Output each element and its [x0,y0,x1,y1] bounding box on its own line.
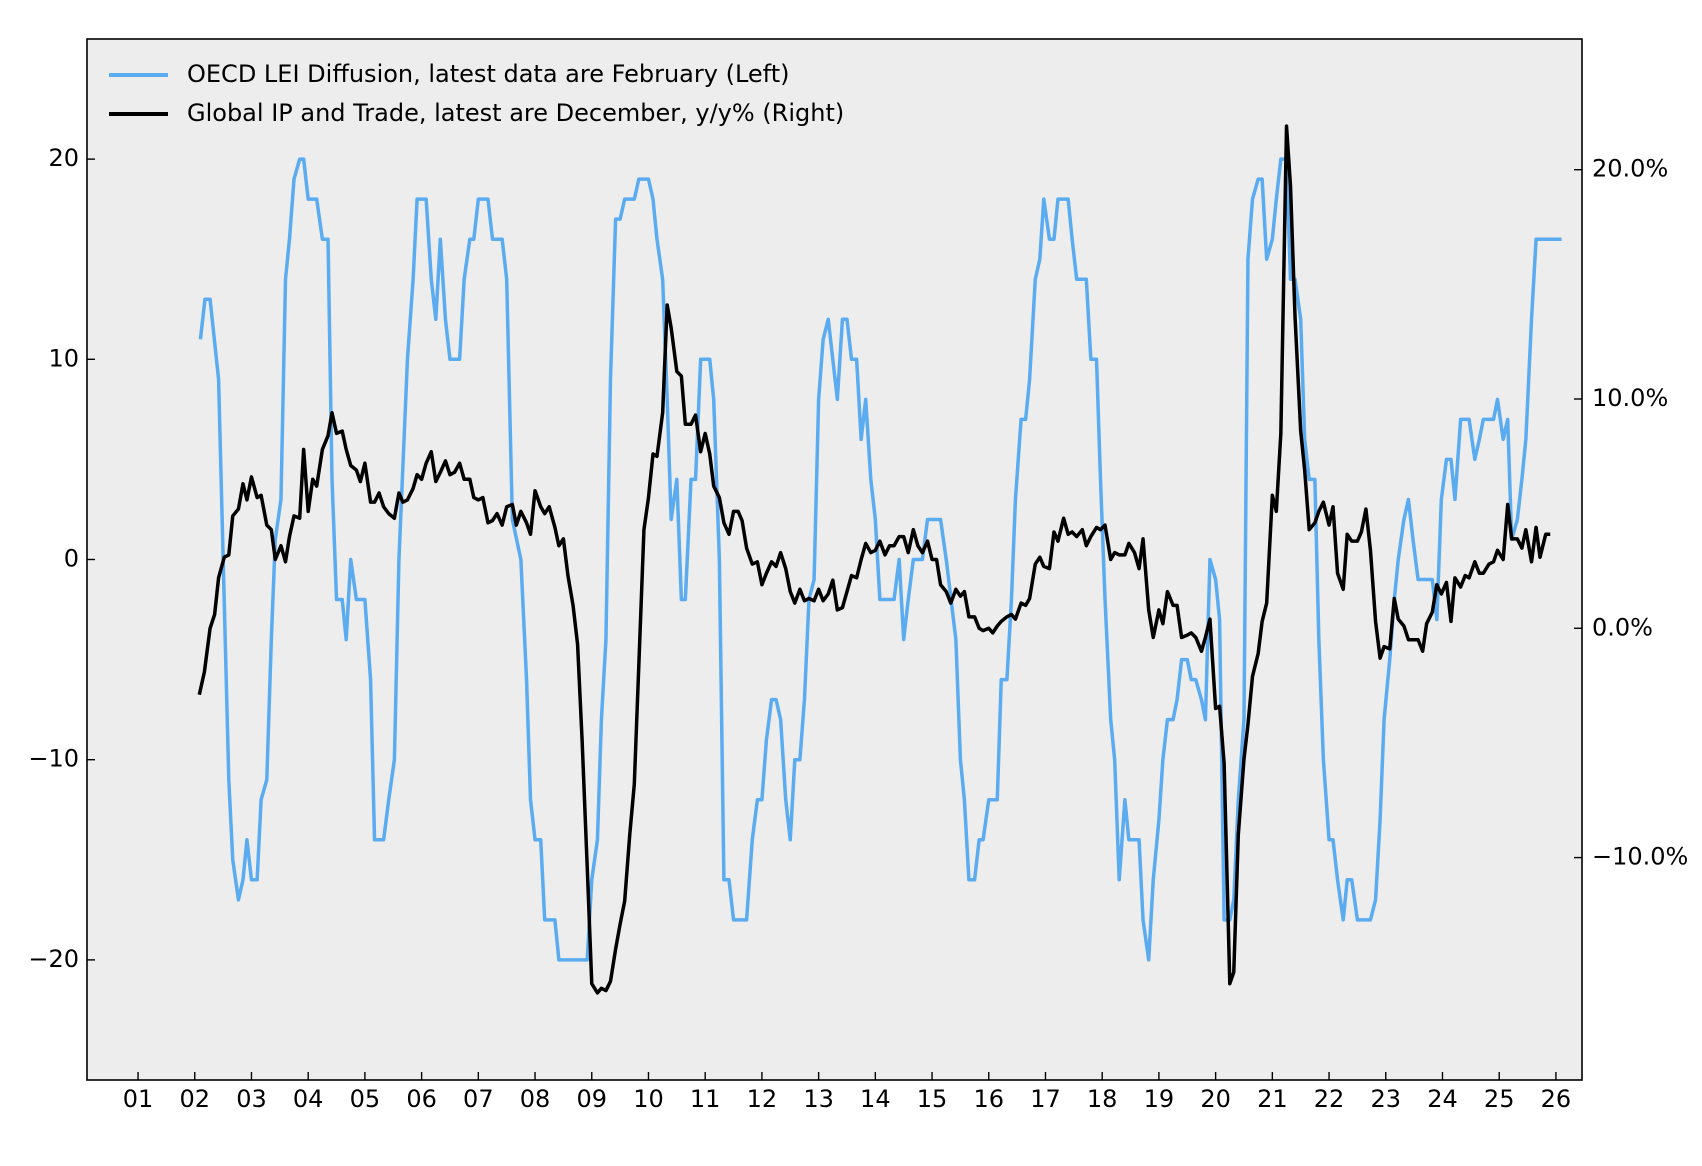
plot-background [87,39,1582,1080]
plot-area [87,39,1582,1080]
legend: OECD LEI Diffusion, latest data are Febr… [109,60,844,127]
x-tick-label: 11 [690,1085,721,1113]
legend-label: Global IP and Trade, latest are December… [187,99,844,127]
y2-tick-label: −10.0% [1592,843,1688,871]
x-tick-label: 16 [973,1085,1004,1113]
x-tick-label: 05 [350,1085,381,1113]
x-tick-label: 06 [406,1085,437,1113]
y2-tick-label: 20.0% [1592,155,1668,183]
y2-tick-label: 10.0% [1592,384,1668,412]
series-line [197,124,1551,995]
x-tick-label: 20 [1200,1085,1231,1113]
x-tick-label: 19 [1144,1085,1175,1113]
axes: −20 −10 0 10 20 −10.0% 0.0% 10.0% 20.0% 01 02 03 04 0… [28,38,1688,1113]
x-tick-label: 09 [576,1085,607,1113]
x-tick-label: 10 [633,1085,664,1113]
x-tick-label: 03 [236,1085,267,1113]
x-tick-label: 22 [1314,1085,1345,1113]
x-tick-label: 12 [747,1085,778,1113]
x-tick-label: 14 [860,1085,891,1113]
y-tick-label: −20 [28,945,79,973]
x-tick-label: 13 [803,1085,834,1113]
x-tick-label: 02 [179,1085,210,1113]
x-tick-label: 26 [1541,1085,1572,1113]
x-tick-label: 18 [1087,1085,1118,1113]
x-tick-label: 07 [463,1085,494,1113]
x-tick-label: 21 [1257,1085,1288,1113]
x-tick-label: 23 [1370,1085,1401,1113]
x-tick-label: 17 [1030,1085,1061,1113]
series-line [198,157,1562,962]
x-tick-label: 01 [123,1085,154,1113]
y-tick-label: −10 [28,745,79,773]
y-tick-label: 20 [48,144,79,172]
x-tick-label: 08 [520,1085,551,1113]
y-tick-label: 0 [64,545,79,573]
x-tick-label: 15 [917,1085,948,1113]
y2-tick-label: 0.0% [1592,613,1653,641]
x-tick-label: 25 [1484,1085,1515,1113]
x-tick-label: 24 [1427,1085,1458,1113]
legend-label: OECD LEI Diffusion, latest data are Febr… [187,60,789,88]
x-tick-label: 04 [293,1085,324,1113]
y-tick-label: 10 [48,344,79,372]
lines [197,124,1562,995]
